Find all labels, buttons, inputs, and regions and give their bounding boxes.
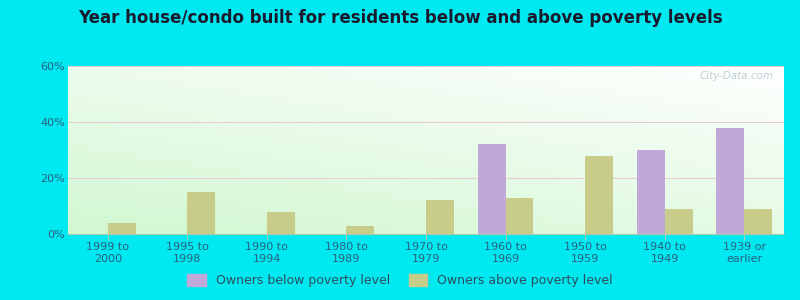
- Bar: [716, 128, 744, 234]
- Bar: [744, 209, 772, 234]
- Bar: [585, 156, 613, 234]
- Text: Year house/condo built for residents below and above poverty levels: Year house/condo built for residents bel…: [78, 9, 722, 27]
- Bar: [187, 192, 215, 234]
- Bar: [346, 226, 374, 234]
- Text: City-Data.com: City-Data.com: [699, 71, 774, 81]
- Bar: [108, 223, 136, 234]
- Bar: [506, 198, 534, 234]
- Bar: [637, 150, 665, 234]
- Bar: [665, 209, 693, 234]
- Legend: Owners below poverty level, Owners above poverty level: Owners below poverty level, Owners above…: [182, 269, 618, 292]
- Bar: [426, 200, 454, 234]
- Bar: [267, 212, 294, 234]
- Bar: [478, 144, 506, 234]
